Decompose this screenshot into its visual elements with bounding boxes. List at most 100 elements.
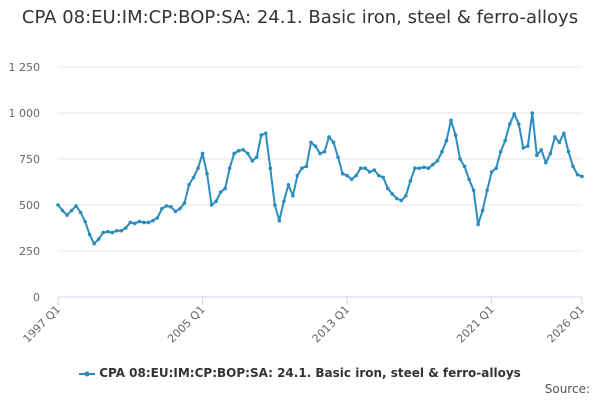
data-point[interactable] [245, 151, 250, 156]
data-point[interactable] [471, 188, 476, 193]
data-point[interactable] [164, 204, 169, 208]
data-point[interactable] [146, 220, 151, 225]
data-point[interactable] [435, 159, 440, 163]
data-point[interactable] [227, 166, 232, 170]
data-point[interactable] [381, 175, 386, 180]
data-point[interactable] [105, 229, 110, 234]
data-point[interactable] [431, 162, 435, 167]
data-point[interactable] [96, 237, 101, 241]
data-point[interactable] [87, 232, 92, 237]
data-point[interactable] [187, 182, 191, 187]
data-point[interactable] [553, 135, 557, 139]
data-point[interactable] [408, 179, 413, 183]
data-point[interactable] [232, 151, 236, 156]
legend[interactable]: CPA 08:EU:IM:CP:BOP:SA: 24.1. Basic iron… [0, 366, 600, 380]
data-point[interactable] [282, 199, 286, 204]
data-point[interactable] [453, 133, 458, 137]
data-point[interactable] [503, 138, 508, 143]
data-point[interactable] [404, 194, 408, 198]
data-point[interactable] [327, 135, 331, 139]
data-point[interactable] [309, 140, 313, 145]
data-point[interactable] [394, 196, 399, 201]
data-point[interactable] [268, 166, 273, 170]
data-point[interactable] [241, 148, 246, 152]
data-point[interactable] [160, 206, 164, 211]
data-point[interactable] [516, 122, 521, 126]
data-point[interactable] [110, 230, 115, 235]
data-point[interactable] [413, 166, 417, 170]
data-point[interactable] [539, 148, 544, 152]
data-point[interactable] [331, 140, 336, 145]
data-point[interactable] [367, 170, 372, 174]
data-point[interactable] [128, 220, 133, 225]
data-point[interactable] [78, 210, 83, 215]
data-point[interactable] [566, 149, 571, 154]
data-point[interactable] [358, 166, 363, 170]
data-point[interactable] [313, 144, 318, 148]
data-point[interactable] [571, 164, 575, 169]
data-point[interactable] [444, 138, 449, 143]
data-point[interactable] [548, 151, 553, 156]
data-point[interactable] [295, 173, 300, 178]
data-point[interactable] [250, 159, 255, 163]
data-point[interactable] [354, 173, 358, 178]
data-point[interactable] [458, 157, 462, 161]
data-point[interactable] [498, 149, 503, 154]
data-point[interactable] [562, 131, 566, 136]
data-point[interactable] [462, 164, 467, 169]
data-point[interactable] [101, 230, 105, 235]
data-point[interactable] [322, 149, 327, 154]
data-point[interactable] [119, 228, 124, 233]
data-point[interactable] [480, 208, 485, 213]
data-point[interactable] [137, 219, 142, 224]
data-point[interactable] [575, 172, 580, 177]
data-point[interactable] [318, 151, 322, 156]
data-point[interactable] [417, 166, 422, 170]
data-point[interactable] [286, 182, 291, 187]
data-point[interactable] [200, 151, 205, 156]
data-point[interactable] [205, 171, 209, 176]
data-point[interactable] [214, 199, 218, 204]
data-point[interactable] [521, 146, 526, 150]
data-point[interactable] [92, 241, 96, 246]
data-point[interactable] [83, 219, 87, 224]
data-point[interactable] [422, 165, 426, 170]
data-point[interactable] [485, 188, 489, 193]
data-point[interactable] [291, 194, 295, 198]
data-point[interactable] [440, 149, 444, 154]
data-point[interactable] [209, 203, 214, 207]
data-point[interactable] [56, 203, 60, 207]
data-point[interactable] [376, 173, 381, 178]
data-point[interactable] [525, 144, 530, 148]
data-point[interactable] [530, 111, 535, 115]
data-point[interactable] [363, 166, 367, 170]
data-point[interactable] [494, 166, 498, 170]
data-point[interactable] [277, 218, 282, 223]
data-point[interactable] [223, 186, 227, 191]
data-point[interactable] [467, 177, 471, 182]
data-point[interactable] [544, 160, 548, 165]
data-point[interactable] [512, 112, 517, 116]
data-point[interactable] [557, 140, 562, 145]
data-point[interactable] [304, 164, 309, 169]
data-point[interactable] [132, 221, 137, 226]
data-point[interactable] [254, 155, 259, 159]
data-point[interactable] [263, 131, 268, 136]
data-point[interactable] [449, 118, 453, 123]
data-point[interactable] [151, 218, 155, 223]
data-point[interactable] [385, 186, 390, 191]
data-point[interactable] [69, 208, 74, 213]
data-point[interactable] [155, 216, 160, 220]
data-point[interactable] [535, 153, 539, 158]
data-point[interactable] [196, 166, 200, 170]
data-point[interactable] [372, 168, 377, 172]
data-point[interactable] [399, 198, 404, 203]
data-point[interactable] [236, 148, 241, 153]
data-point[interactable] [390, 192, 395, 196]
data-point[interactable] [114, 228, 119, 233]
data-point[interactable] [218, 190, 223, 194]
source-label[interactable]: Source: [544, 382, 590, 396]
data-point[interactable] [340, 171, 345, 176]
data-point[interactable] [169, 205, 173, 209]
data-point[interactable] [60, 208, 65, 213]
